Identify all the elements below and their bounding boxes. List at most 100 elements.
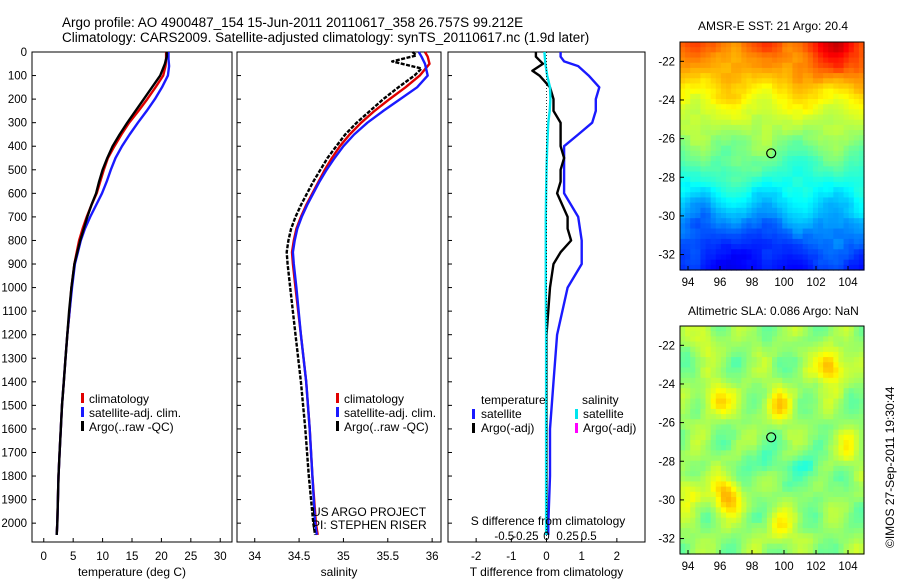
map-cell — [736, 346, 742, 353]
map-cell — [715, 424, 722, 431]
map-cell — [833, 187, 840, 193]
map-cell — [715, 130, 722, 136]
map-cell — [828, 517, 834, 524]
map-cell — [833, 434, 840, 441]
map-cell — [802, 465, 809, 472]
map-cell — [751, 502, 758, 508]
map-cell — [680, 93, 686, 100]
map-cell — [700, 104, 707, 110]
map-cell — [766, 156, 773, 162]
map-cell — [710, 419, 717, 426]
map-cell — [833, 351, 840, 358]
map-cell — [792, 114, 799, 121]
map-cell — [828, 52, 834, 59]
map-cell — [828, 403, 834, 410]
map-cell — [761, 455, 768, 462]
map-cell — [766, 244, 773, 250]
map-cell — [833, 73, 840, 79]
map-cell — [715, 507, 722, 514]
map-cell — [726, 259, 732, 266]
map-cell — [710, 424, 717, 431]
map-cell — [726, 156, 732, 162]
map-cell — [736, 502, 742, 508]
map-cell — [685, 331, 691, 337]
map-cell — [818, 62, 824, 69]
map-cell — [746, 57, 753, 64]
map-cell — [705, 197, 712, 204]
map-cell — [782, 249, 788, 256]
map-cell — [777, 336, 783, 343]
map-cell — [853, 357, 860, 363]
map-cell — [787, 156, 794, 162]
map-cell — [797, 548, 804, 555]
map-cell — [766, 166, 773, 173]
map-cell — [766, 83, 773, 90]
map-cell — [807, 249, 814, 256]
map-cell — [680, 207, 686, 214]
map-cell — [736, 249, 742, 256]
salinity-diff-label: S difference from climatology — [471, 514, 626, 528]
map-cell — [685, 351, 691, 358]
map-cell — [766, 346, 773, 353]
map-cell — [741, 362, 748, 369]
map-cell — [797, 533, 804, 540]
depth-tick-label: 1200 — [1, 330, 27, 342]
map-cell — [685, 419, 691, 426]
map-cell — [812, 161, 819, 167]
map-cell — [818, 341, 824, 348]
map-cell — [777, 465, 783, 472]
map-cell — [690, 336, 696, 343]
map-cell — [710, 264, 717, 271]
map-cell — [705, 533, 712, 540]
map-cell — [848, 388, 855, 394]
map-cell — [858, 548, 865, 555]
map-cell — [710, 491, 717, 498]
map-cell — [715, 357, 722, 363]
map-cell — [720, 548, 727, 555]
map-cell — [715, 161, 722, 167]
map-cell — [690, 67, 696, 74]
map-cell — [782, 187, 788, 193]
map-cell — [848, 543, 855, 550]
map-cell — [685, 491, 691, 498]
map-cell — [700, 114, 707, 121]
salinity-xtick-label: 35 — [337, 551, 350, 563]
map-cell — [807, 233, 814, 240]
map-cell — [695, 388, 702, 394]
map-cell — [792, 135, 799, 142]
map-cell — [772, 372, 778, 379]
map-cell — [700, 440, 707, 446]
depth-tick-label: 0 — [21, 47, 27, 59]
map-cell — [818, 104, 824, 110]
map-cell — [736, 486, 742, 493]
map-cell — [690, 326, 696, 332]
map-cell — [720, 393, 727, 400]
depth-tick-label: 1800 — [1, 471, 27, 483]
map-cell — [680, 481, 686, 488]
map-cell — [710, 176, 717, 183]
map-cell — [772, 434, 778, 441]
map-cell — [761, 176, 768, 183]
map-cell — [736, 57, 742, 64]
map-cell — [772, 403, 778, 410]
map-cell — [690, 460, 696, 467]
map-cell — [777, 434, 783, 441]
map-cell — [797, 424, 804, 431]
map-cell — [777, 445, 783, 451]
map-cell — [848, 393, 855, 400]
map-cell — [802, 150, 809, 157]
map-cell — [700, 62, 707, 69]
map-cell — [705, 491, 712, 498]
map-cell — [848, 171, 855, 178]
map-cell — [812, 408, 819, 415]
map-cell — [766, 254, 773, 261]
map-cell — [807, 543, 814, 550]
map-cell — [858, 93, 865, 100]
map-cell — [777, 67, 783, 74]
map-cell — [685, 497, 691, 503]
map-cell — [853, 73, 860, 79]
map-cell — [715, 455, 722, 462]
depth-tick-label: 900 — [8, 259, 27, 271]
map-cell — [807, 223, 814, 230]
map-cell — [726, 336, 732, 343]
